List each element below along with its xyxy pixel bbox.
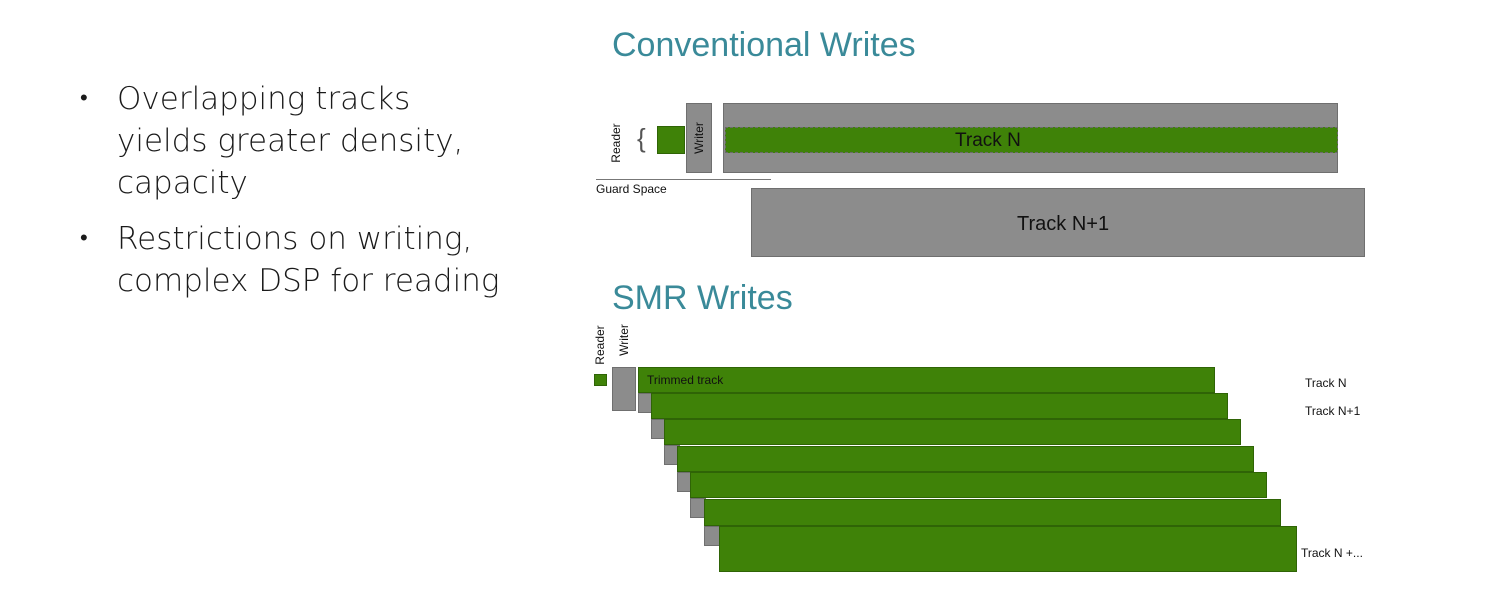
- smr-track-n1: [651, 393, 1228, 419]
- bullet-text: Overlapping tracks yields greater densit…: [117, 81, 464, 201]
- guard-space-label: Guard Space: [596, 182, 667, 196]
- smr-reader-head: [594, 374, 607, 386]
- smr-track-n: [638, 367, 1215, 393]
- bullet-item: • Overlapping tracks yields greater dens…: [80, 78, 500, 204]
- bullet-list: • Overlapping tracks yields greater dens…: [80, 78, 500, 316]
- smr-writes-title: SMR Writes: [612, 279, 793, 317]
- smr-track: [704, 499, 1281, 526]
- smr-writer-head: [612, 367, 636, 411]
- reader-brace-icon: {: [637, 123, 646, 153]
- track-n1-band: [751, 188, 1365, 257]
- conventional-reader-head: [657, 126, 685, 154]
- conventional-writes-title: Conventional Writes: [612, 26, 916, 64]
- bullet-item: • Restrictions on writing, complex DSP f…: [80, 218, 500, 302]
- smr-track: [664, 419, 1241, 445]
- guard-space-line: [596, 179, 771, 180]
- track-n-written: [725, 127, 1338, 153]
- smr-track-last: [719, 526, 1297, 572]
- conventional-reader-label: Reader: [609, 123, 623, 163]
- conventional-writer-head: [686, 103, 712, 173]
- smr-track-n1-label: Track N+1: [1305, 404, 1361, 418]
- smr-track: [677, 446, 1254, 472]
- track-n-label: Track N: [955, 130, 1021, 151]
- bullet-dot-icon: •: [80, 86, 88, 111]
- smr-track-n-label: Track N: [1305, 376, 1347, 390]
- track-n1-label: Track N+1: [1017, 213, 1110, 235]
- smr-track: [690, 472, 1267, 498]
- smr-track-last-label: Track N +...: [1301, 546, 1363, 560]
- bullet-dot-icon: •: [80, 226, 88, 251]
- trimmed-track-label: Trimmed track: [647, 373, 724, 387]
- bullet-text: Restrictions on writing, complex DSP for…: [117, 221, 500, 299]
- conventional-writer-label: Writer: [692, 122, 706, 154]
- smr-reader-label: Reader: [593, 325, 607, 365]
- smr-writer-label: Writer: [617, 324, 631, 356]
